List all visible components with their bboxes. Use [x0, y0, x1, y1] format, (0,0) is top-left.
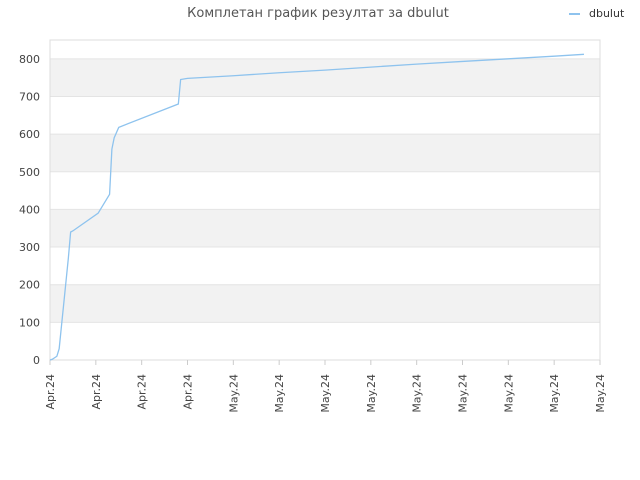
y-tick-label: 700: [19, 90, 40, 103]
x-axis-ticks: Apr.24 Apr.24 Apr.24 Apr.24 May.24 May.24 May.…: [44, 360, 607, 413]
legend-label-dbulut: dbulut: [589, 7, 625, 20]
x-tick-label: Apr.24: [90, 374, 103, 410]
y-tick-label: 100: [19, 316, 40, 329]
grid-band: [50, 134, 600, 172]
y-tick-label: 300: [19, 241, 40, 254]
series-group: [49, 53, 585, 361]
y-tick-label: 200: [19, 279, 40, 292]
x-tick-label: May.24: [594, 374, 607, 413]
x-tick-label: Apr.24: [182, 374, 195, 410]
series-line-dbulut: [49, 53, 585, 361]
grid-band: [50, 209, 600, 248]
grid-band: [50, 247, 600, 285]
y-tick-label: 600: [19, 128, 40, 141]
grid-band: [50, 322, 600, 360]
x-tick-label: May.24: [365, 374, 378, 413]
x-tick-label: May.24: [411, 374, 424, 413]
y-tick-label: 400: [19, 203, 40, 216]
chart-title: Комплетан график резултат за dbulut: [187, 6, 449, 21]
grid-band: [50, 40, 600, 59]
legend: dbulut: [569, 7, 625, 20]
y-tick-label: 500: [19, 166, 40, 179]
x-tick-label: May.24: [227, 374, 240, 413]
grid-band: [50, 96, 600, 135]
grid-bands: [50, 40, 600, 360]
x-tick-label: May.24: [319, 374, 332, 413]
y-tick-label: 800: [19, 53, 40, 66]
x-tick-label: Apr.24: [136, 374, 149, 410]
x-tick-label: May.24: [457, 374, 470, 413]
x-tick-label: May.24: [502, 374, 515, 413]
grid-band: [50, 284, 600, 323]
x-tick-label: May.24: [548, 374, 561, 413]
grid-band: [50, 58, 600, 97]
x-tick-label: May.24: [273, 374, 286, 413]
y-tick-label: 0: [33, 354, 40, 367]
y-axis-ticks: 0 100 200 300 400 500 600 700 800: [19, 53, 40, 367]
x-tick-label: Apr.24: [44, 374, 57, 410]
grid-band: [50, 171, 600, 210]
